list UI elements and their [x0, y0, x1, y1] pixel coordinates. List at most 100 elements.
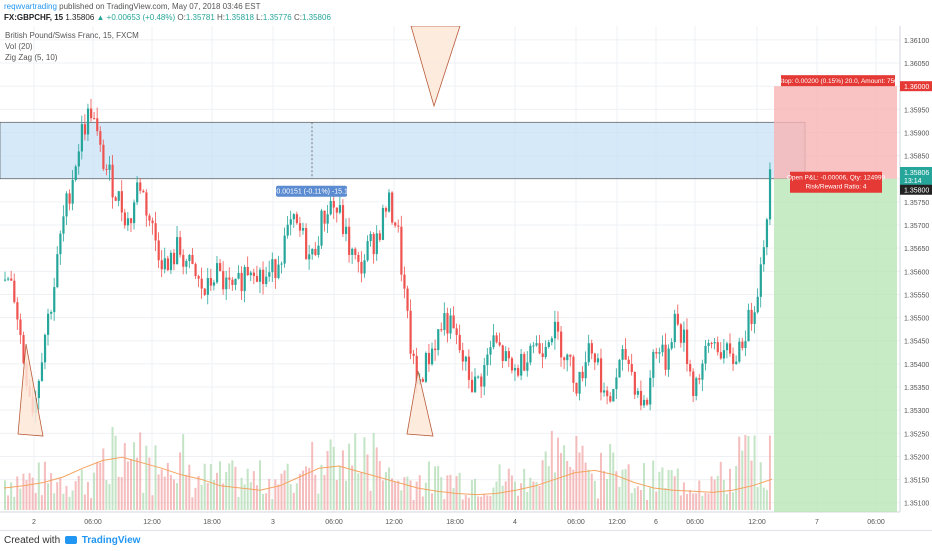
candle-body: [111, 164, 114, 198]
candle-body: [427, 352, 431, 365]
candle-body: [581, 371, 584, 379]
candle-body: [489, 347, 492, 355]
measure-label: -0.00151 (-0.11%) -15.1: [274, 189, 348, 196]
candle-body: [461, 350, 464, 362]
candle-body: [716, 342, 719, 353]
volume-bar: [544, 451, 547, 510]
x-tick-label: 2: [32, 519, 36, 526]
candle-body: [685, 329, 689, 365]
volume-bar: [483, 494, 486, 510]
volume-bar: [716, 475, 719, 510]
volume-bar: [56, 482, 59, 510]
candle-body: [692, 371, 695, 396]
y-tick-label: 1.35350: [904, 385, 929, 392]
volume-bar: [283, 470, 286, 510]
volume-bar: [19, 488, 22, 510]
candle-body: [117, 191, 120, 201]
candle-body: [560, 331, 563, 358]
volume-bar: [756, 487, 759, 510]
volume-bar: [234, 466, 237, 510]
y-tick-label: 1.36100: [904, 38, 929, 45]
volume-bar: [7, 495, 10, 510]
open-value: 1.35781: [185, 13, 215, 22]
x-tick-label: 6: [654, 519, 658, 526]
volume-bar: [406, 476, 409, 510]
volume-bar: [157, 474, 160, 510]
candle-body: [477, 376, 480, 378]
candle-body: [176, 237, 179, 265]
candle-body: [689, 364, 692, 372]
candle-body: [759, 264, 762, 297]
candle-body: [394, 222, 397, 226]
volume-bar: [403, 477, 406, 510]
candle-body: [308, 254, 311, 260]
y-tick-label: 1.35150: [904, 478, 929, 485]
volume-bar: [252, 471, 255, 510]
volume-bar: [673, 476, 676, 510]
candle-body: [492, 335, 495, 348]
volume-bar: [550, 430, 553, 510]
author-link[interactable]: reqwvartrading: [4, 2, 57, 11]
volume-bar: [136, 457, 139, 510]
candle-body: [437, 329, 440, 351]
volume-bar: [421, 496, 424, 510]
volume-bar: [301, 470, 304, 510]
high-value: 1.35818: [225, 13, 254, 22]
stop-label-box: [781, 75, 895, 87]
candle-body: [495, 335, 498, 343]
x-tick-label: 12:00: [385, 519, 403, 526]
candle-body: [372, 234, 375, 255]
high-label: H:: [217, 13, 225, 22]
publish-info: published on TradingView.com, May 07, 20…: [59, 2, 261, 11]
last-price: 1.35806: [65, 13, 95, 22]
open-label: O:: [177, 13, 186, 22]
volume-bar: [16, 476, 19, 510]
volume-bar: [646, 499, 649, 510]
stop-label: Stop: 0.00200 (0.15%) 20.0, Amount: 750: [778, 78, 898, 85]
x-tick-label: 18:00: [446, 519, 464, 526]
candle-body: [160, 260, 163, 270]
volume-bar: [123, 443, 126, 510]
volume-bar: [762, 487, 765, 510]
candle-body: [271, 259, 274, 273]
tradingview-brand-link[interactable]: TradingView: [81, 535, 141, 546]
volume-bar: [513, 481, 516, 510]
volume-bar: [154, 445, 157, 510]
volume-bar: [47, 483, 50, 510]
candle-body: [62, 216, 65, 234]
volume-bar: [560, 453, 563, 510]
y-tick-label: 1.35600: [904, 269, 929, 276]
candle-body: [255, 276, 259, 282]
candle-body: [593, 353, 597, 363]
volume-bar: [572, 469, 575, 510]
volume-bar: [388, 467, 390, 510]
volume-bar: [679, 495, 682, 510]
candle-body: [7, 278, 10, 280]
candle-body: [93, 118, 96, 120]
volume-bar: [151, 495, 154, 510]
candle-body: [639, 391, 643, 406]
volume-bar: [240, 477, 243, 510]
candle-body: [590, 343, 593, 354]
volume-bar: [431, 493, 434, 510]
volume-bar: [351, 465, 354, 510]
candle-body: [722, 350, 726, 359]
candle-body: [375, 233, 378, 255]
candle-body: [679, 324, 683, 343]
y-tick-label: 1.35650: [904, 246, 929, 253]
candle-body: [756, 296, 759, 313]
candle-body: [523, 353, 526, 371]
candle-body: [286, 224, 289, 236]
candle-body: [105, 168, 108, 170]
volume-bar: [243, 484, 246, 510]
volume-bar: [701, 495, 704, 510]
x-tick-label: 12:00: [608, 519, 626, 526]
volume-bar: [120, 477, 123, 510]
price-chart[interactable]: 1.36100 1.36050 1.36000 1.35950 1.35900 1.358…: [0, 26, 932, 530]
candle-body: [535, 343, 538, 346]
candle-body: [409, 310, 412, 354]
volume-bar: [172, 479, 175, 510]
candle-body: [661, 344, 664, 353]
volume-bar: [366, 454, 369, 510]
volume-bar: [102, 448, 105, 510]
